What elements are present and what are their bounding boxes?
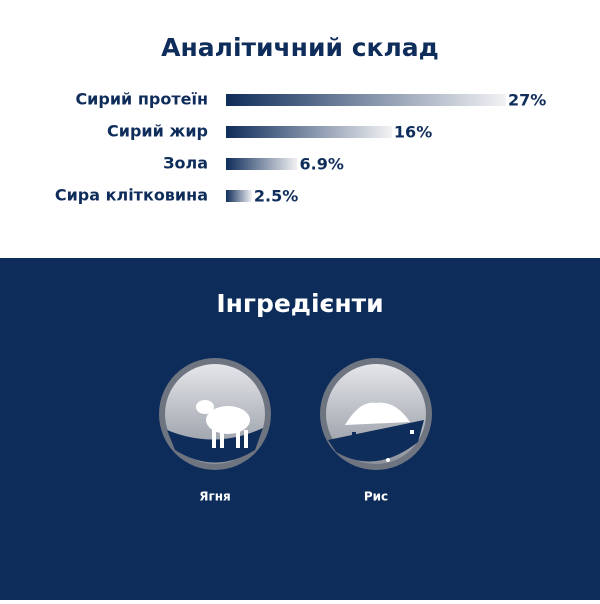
value-label: 6.9% [300,155,344,174]
category-label: Сирий жир [107,122,208,141]
value-label: 16% [394,123,432,142]
bar [226,94,506,106]
ingredient-label: Рис [364,490,388,504]
category-label: Сирий протеїн [75,90,208,109]
ingredient-icon [320,358,432,470]
bar [226,158,298,170]
category-label: Сира клітковина [55,186,208,205]
value-label: 27% [508,91,546,110]
ingredient-label: Ягня [199,490,231,504]
bottom-background [0,258,600,600]
value-label: 2.5% [254,187,298,206]
bar [226,126,392,138]
chart-title: Аналітичний склад [161,33,439,62]
category-label: Зола [163,154,208,173]
ingredient-icon [159,358,271,470]
bar [226,190,252,202]
section-title: Інгредієнти [216,289,383,318]
